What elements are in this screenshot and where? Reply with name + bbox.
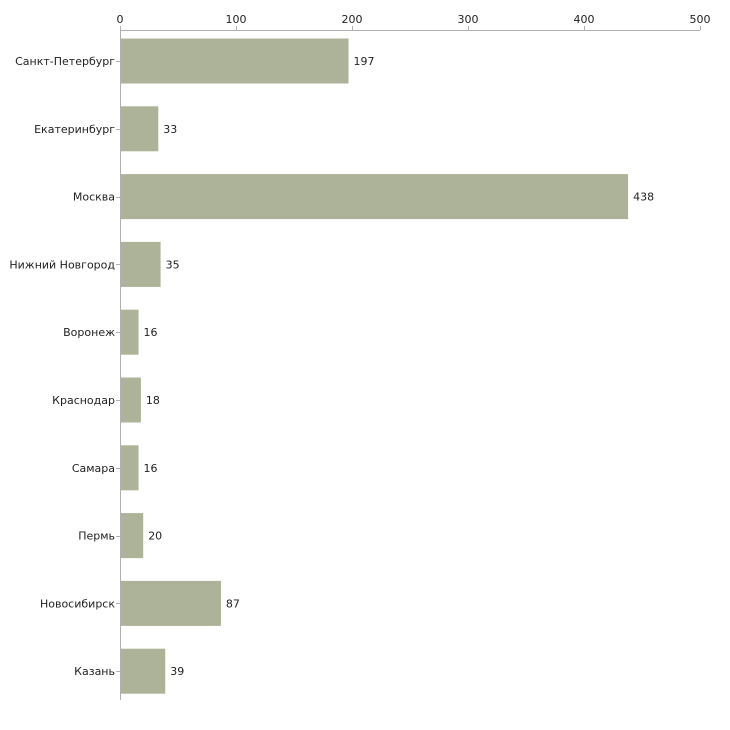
category-label: Новосибирск — [40, 597, 115, 610]
data-label: 18 — [146, 394, 160, 407]
data-label: 16 — [144, 462, 158, 475]
bar — [121, 38, 349, 84]
data-label: 197 — [354, 55, 375, 68]
data-label: 20 — [148, 530, 162, 543]
bar — [121, 174, 629, 220]
data-label: 35 — [166, 258, 180, 271]
x-tick-label: 300 — [458, 13, 479, 26]
x-tick-label: 200 — [342, 13, 363, 26]
bar — [121, 241, 161, 287]
bar — [121, 513, 144, 559]
category-label: Екатеринбург — [34, 123, 115, 136]
bar — [121, 580, 221, 626]
category-label: Краснодар — [52, 394, 115, 407]
category-label: Нижний Новгород — [9, 258, 115, 271]
bar — [121, 648, 166, 694]
bar — [121, 106, 159, 152]
x-tick-label: 500 — [690, 13, 711, 26]
data-label: 33 — [163, 123, 177, 136]
category-label: Москва — [73, 191, 115, 204]
category-label: Пермь — [78, 530, 115, 543]
bar — [121, 377, 141, 423]
data-label: 16 — [144, 326, 158, 339]
x-tick-label: 0 — [117, 13, 124, 26]
x-tick-label: 400 — [574, 13, 595, 26]
data-label: 438 — [633, 191, 654, 204]
category-label: Казань — [74, 665, 115, 678]
category-label: Самара — [72, 462, 115, 475]
category-label: Воронеж — [63, 326, 115, 339]
category-label: Санкт-Петербург — [15, 55, 115, 68]
bar — [121, 445, 139, 491]
data-label: 39 — [170, 665, 184, 678]
bar — [121, 309, 139, 355]
data-label: 87 — [226, 597, 240, 610]
x-tick-label: 100 — [226, 13, 247, 26]
